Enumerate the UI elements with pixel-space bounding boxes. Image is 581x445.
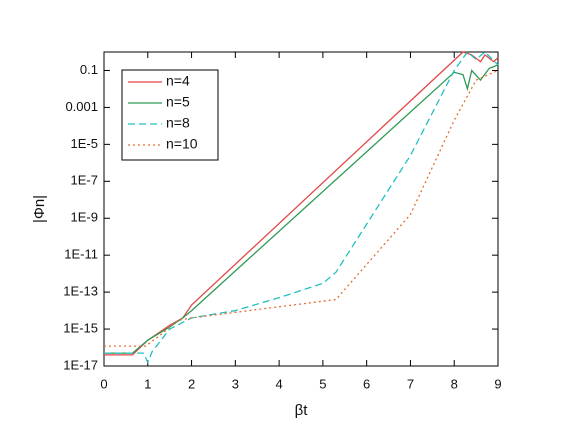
y-tick-label: 1E-7 bbox=[71, 173, 98, 188]
x-tick-label: 2 bbox=[188, 376, 195, 391]
plot-frame bbox=[103, 51, 499, 367]
x-tick-label: 1 bbox=[144, 376, 151, 391]
x-tick-label: 3 bbox=[232, 376, 239, 391]
x-tick-label: 8 bbox=[451, 376, 458, 391]
y-tick-label: 0.1 bbox=[80, 62, 98, 77]
x-tick-label: 5 bbox=[319, 376, 326, 391]
x-tick-label: 6 bbox=[363, 376, 370, 391]
y-tick-label: 1E-9 bbox=[71, 210, 98, 225]
legend-label: n=4 bbox=[166, 73, 190, 89]
y-tick-label: 1E-15 bbox=[63, 320, 98, 335]
y-tick-label: 1E-11 bbox=[64, 247, 98, 262]
y-tick-label: 1E-5 bbox=[71, 136, 98, 151]
y-axis-label: |Φn| bbox=[31, 195, 48, 223]
y-tick-label: 0.001 bbox=[65, 99, 98, 114]
legend-label: n=10 bbox=[166, 136, 198, 152]
legend-label: n=5 bbox=[166, 94, 190, 110]
x-tick-label: 0 bbox=[100, 376, 107, 391]
series-line bbox=[104, 51, 499, 364]
y-tick-label: 1E-17 bbox=[63, 357, 98, 372]
series-line bbox=[104, 69, 499, 347]
x-tick-label: 4 bbox=[275, 376, 282, 391]
y-tick-label: 1E-13 bbox=[63, 284, 98, 299]
legend-label: n=8 bbox=[166, 115, 190, 131]
x-tick-label: 7 bbox=[407, 376, 414, 391]
x-tick-label: 9 bbox=[494, 376, 501, 391]
series-line bbox=[104, 64, 499, 354]
x-axis-label: βt bbox=[295, 402, 309, 419]
